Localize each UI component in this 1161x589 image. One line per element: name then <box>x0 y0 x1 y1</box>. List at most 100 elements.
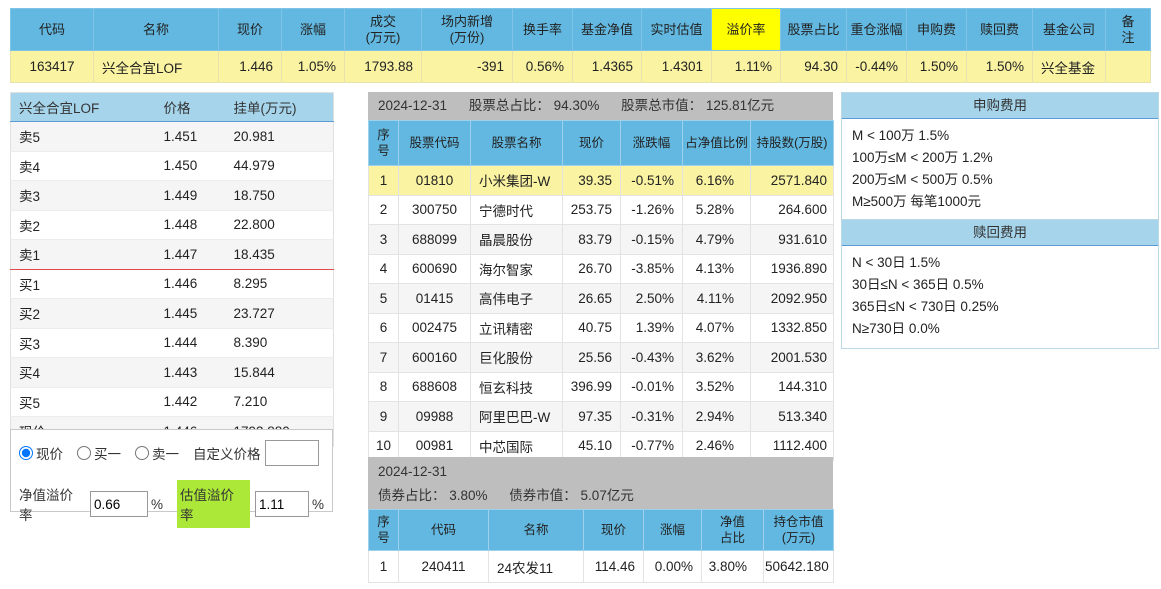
stock-name: 巨化股份 <box>470 342 563 373</box>
level-label: 买2 <box>10 298 156 329</box>
bond-code-link[interactable]: 240411 <box>398 550 489 583</box>
redeem-fee-title: 赎回费用 <box>842 220 1158 246</box>
redeem-fee-box: 赎回费用 N < 30日 1.5% 30日≤N < 365日 0.5% 365日… <box>841 219 1159 349</box>
stock-code-link[interactable]: 600690 <box>398 253 471 284</box>
level-label: 买4 <box>10 357 156 388</box>
fund-company-link[interactable]: 兴全基金 <box>1032 50 1106 83</box>
buy2-row: 买2 1.445 23.727 <box>10 298 334 329</box>
current-price-radio-label[interactable]: 现价 <box>36 447 63 462</box>
level-amount: 7.210 <box>225 387 334 417</box>
nav-premium-input[interactable] <box>89 491 148 517</box>
level-label: 卖1 <box>10 239 156 270</box>
stock-shares: 2001.530 <box>750 342 834 373</box>
stock-row: 2 300750 宁德时代 253.75 -1.26% 5.28% 264.600 <box>368 194 834 225</box>
bond-price: 114.46 <box>583 550 644 583</box>
bond-total-mv: 债券市值： 5.07亿元 <box>509 488 634 503</box>
stock-nav-pct: 3.62% <box>682 342 751 373</box>
redeem-fee-line: N≥730日 0.0% <box>852 321 940 336</box>
header-stock-change: 涨跌幅 <box>620 120 683 166</box>
stock-name: 阿里巴巴-W <box>470 401 563 432</box>
level-amount: 8.295 <box>225 269 334 299</box>
stock-shares: 144.310 <box>750 371 834 402</box>
custom-price-input[interactable] <box>264 440 319 466</box>
est-premium-button[interactable]: 估值溢价率 <box>177 480 250 528</box>
fund-nav: 1.4365 <box>572 50 642 83</box>
buy1-radio[interactable] <box>77 446 91 460</box>
level-label: 买5 <box>10 387 156 417</box>
level-label: 买3 <box>10 328 156 358</box>
sell1-radio[interactable] <box>135 446 149 460</box>
sell1-radio-label[interactable]: 卖一 <box>152 447 179 462</box>
bond-name: 24农发11 <box>488 550 584 583</box>
buy3-row: 买3 1.444 8.390 <box>10 328 334 358</box>
stock-code-link[interactable]: 002475 <box>398 312 471 343</box>
stock-price: 40.75 <box>562 312 621 343</box>
stock-row: 3 688099 晶晨股份 83.79 -0.15% 4.79% 931.610 <box>368 224 834 255</box>
header-nav-ratio: 占净值比例 <box>682 120 751 166</box>
stock-code-link[interactable]: 688608 <box>398 371 471 402</box>
bond-mv: 50642.180 <box>763 550 834 583</box>
fund-change: 1.05% <box>281 50 345 83</box>
fund-name: 兴全合宜LOF <box>93 50 219 83</box>
purchase-fee-line: 100万≤M < 200万 1.2% <box>852 150 993 165</box>
level-price: 1.445 <box>155 298 226 329</box>
seq: 3 <box>368 224 399 255</box>
level-amount: 20.981 <box>225 121 334 152</box>
header-price: 现价 <box>218 8 282 51</box>
buy1-radio-label[interactable]: 买一 <box>94 447 121 462</box>
purchase-fee-box: 申购费用 M < 100万 1.5% 100万≤M < 200万 1.2% 20… <box>841 92 1159 222</box>
level-amount: 44.979 <box>225 151 334 181</box>
stock-nav-pct: 4.13% <box>682 253 751 284</box>
stock-holdings-table: 序 号 股票代码 股票名称 现价 涨跌幅 占净值比例 持股数(万股) 1 0181… <box>368 120 834 461</box>
stock-shares: 1936.890 <box>750 253 834 284</box>
stock-change: 2.50% <box>620 283 683 314</box>
stock-change: -1.26% <box>620 194 683 225</box>
header-name: 名称 <box>93 8 219 51</box>
header-premium-highlighted[interactable]: 溢价率 <box>711 8 781 51</box>
stock-change: 1.39% <box>620 312 683 343</box>
percent-sign: % <box>311 496 324 512</box>
stock-code-link[interactable]: 09988 <box>398 401 471 432</box>
stock-name: 中芯国际 <box>470 430 563 461</box>
est-premium-input[interactable] <box>254 491 309 517</box>
level-price: 1.442 <box>155 387 226 417</box>
fund-summary-row: 163417 兴全合宜LOF 1.446 1.05% 1793.88 -391 … <box>10 50 1151 83</box>
level-amount: 18.750 <box>225 180 334 211</box>
fund-market-new: -391 <box>421 50 513 83</box>
level-price: 1.449 <box>155 180 226 211</box>
fund-turnover: 0.56% <box>512 50 573 83</box>
stock-code-link[interactable]: 688099 <box>398 224 471 255</box>
fund-summary-header-row: 代码 名称 现价 涨幅 成交 (万元) 场内新增 (万份) 换手率 基金净值 实… <box>10 8 1151 51</box>
stock-code-link[interactable]: 300750 <box>398 194 471 225</box>
purchase-fee-title: 申购费用 <box>842 93 1158 119</box>
stock-code-link[interactable]: 600160 <box>398 342 471 373</box>
stock-nav-pct: 2.94% <box>682 401 751 432</box>
stock-change: -0.15% <box>620 224 683 255</box>
header-shares: 持股数(万股) <box>750 120 834 166</box>
header-stock-code: 股票代码 <box>398 120 471 166</box>
stock-row: 4 600690 海尔智家 26.70 -3.85% 4.13% 1936.890 <box>368 253 834 284</box>
purchase-fee-line: M≥500万 每笔1000元 <box>852 194 981 209</box>
stock-holdings-date: 2024-12-31 <box>378 98 448 113</box>
buy4-row: 买4 1.443 15.844 <box>10 357 334 388</box>
order-book-panel: 兴全合宜LOF 价格 挂单(万元) 卖5 1.451 20.981 卖4 1.450 4… <box>10 92 334 447</box>
fund-buy-fee: 1.50% <box>906 50 967 83</box>
stock-code-link[interactable]: 01810 <box>398 165 471 196</box>
stock-row: 6 002475 立讯精密 40.75 1.39% 4.07% 1332.850 <box>368 312 834 343</box>
stock-code-link[interactable]: 01415 <box>398 283 471 314</box>
stock-price: 26.65 <box>562 283 621 314</box>
level-label: 卖3 <box>10 180 156 211</box>
header-rt-estimate: 实时估值 <box>641 8 712 51</box>
bond-total-pct: 债券占比： 3.80% <box>378 488 488 503</box>
stock-row: 8 688608 恒玄科技 396.99 -0.01% 3.52% 144.310 <box>368 371 834 402</box>
stock-price: 97.35 <box>562 401 621 432</box>
stock-name: 晶晨股份 <box>470 224 563 255</box>
header-bond-name: 名称 <box>488 509 584 551</box>
header-bond-nav-ratio: 净值 占比 <box>701 509 764 551</box>
bond-holdings-info-bar: 2024-12-31 债券占比： 3.80% 债券市值： 5.07亿元 <box>368 457 833 509</box>
current-price-radio[interactable] <box>19 446 33 460</box>
level-amount: 23.727 <box>225 298 334 329</box>
stock-change: -0.51% <box>620 165 683 196</box>
level-label: 卖2 <box>10 210 156 240</box>
header-bond-change: 涨幅 <box>643 509 702 551</box>
